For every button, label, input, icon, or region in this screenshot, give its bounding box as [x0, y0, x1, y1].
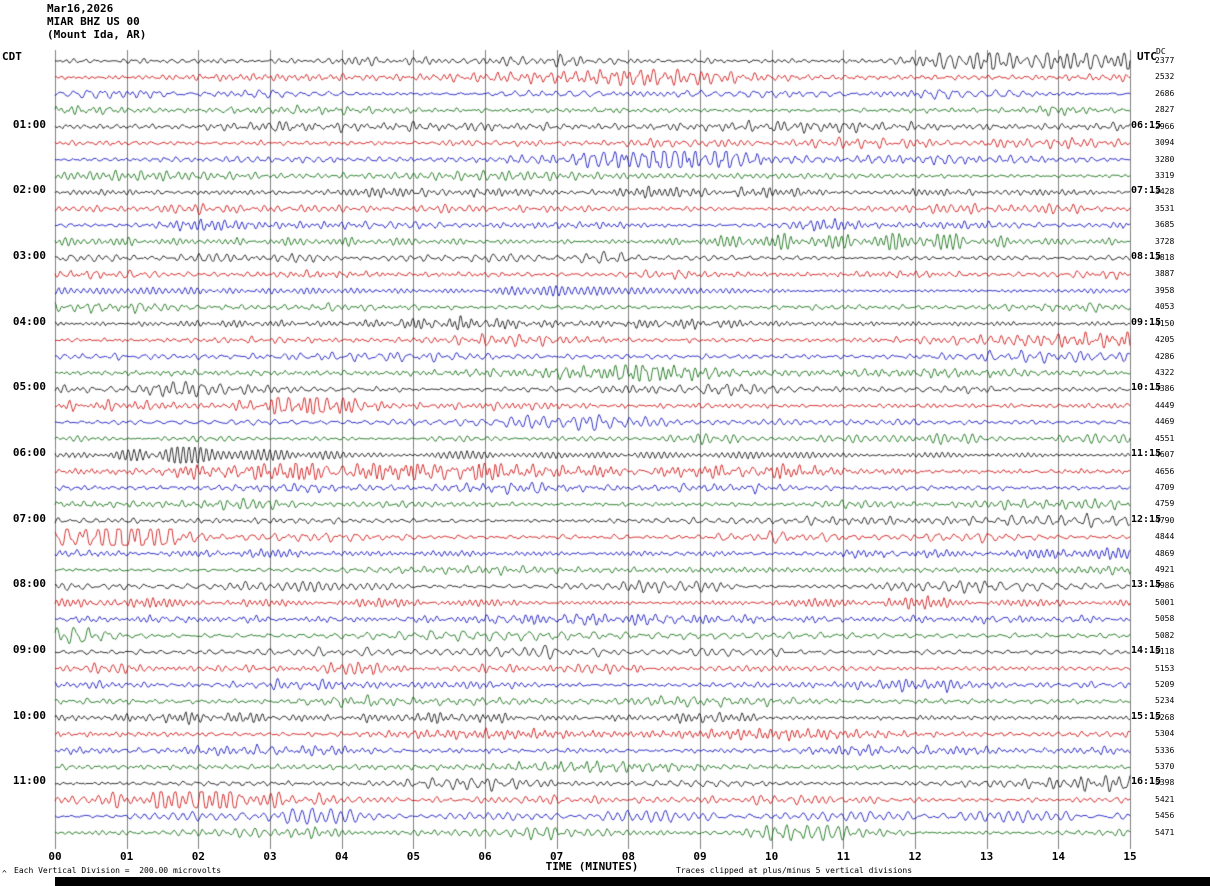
dc-value-label: 5234: [1155, 696, 1175, 706]
dc-value-label: 5082: [1155, 630, 1175, 640]
x-tick-label: 09: [693, 850, 707, 863]
utc-time-label: 10:15: [1131, 382, 1162, 394]
utc-time-label: 11:15: [1131, 448, 1162, 460]
dc-value-label: 5058: [1155, 614, 1175, 624]
x-tick-label: 05: [406, 850, 420, 863]
utc-time-label: 12:15: [1131, 513, 1162, 525]
x-tick-label: 02: [191, 850, 205, 863]
dc-column-header: DC: [1156, 47, 1166, 56]
dc-value-label: 3531: [1155, 203, 1175, 213]
dc-value-label: 4551: [1155, 433, 1175, 443]
utc-time-label: 13:15: [1131, 579, 1162, 591]
x-tick-label: 14: [1051, 850, 1065, 863]
dc-value-label: 3958: [1155, 285, 1175, 295]
x-tick-label: 13: [980, 850, 994, 863]
utc-time-label: 15:15: [1131, 710, 1162, 722]
corner-mark: ^: [2, 869, 7, 878]
dc-value-label: 4607: [1155, 450, 1175, 460]
x-tick-label: 01: [120, 850, 134, 863]
right-timezone-label: UTC: [1137, 50, 1157, 63]
dc-value-label: 2827: [1155, 105, 1175, 115]
dc-value-label: 5153: [1155, 663, 1175, 673]
dc-value-label: 4449: [1155, 400, 1175, 410]
x-tick-label: 06: [478, 850, 492, 863]
dc-value-label: 4053: [1155, 302, 1175, 312]
x-tick-label: 04: [335, 850, 349, 863]
dc-value-label: 4322: [1155, 367, 1175, 377]
x-tick-label: 08: [621, 850, 635, 863]
x-tick-label: 15: [1123, 850, 1137, 863]
hour-label-left: 05:00: [12, 380, 46, 394]
hour-label-left: 04:00: [12, 314, 46, 328]
dc-value-label: 3887: [1155, 269, 1175, 279]
footer-scale-note: Each Vertical Division = 200.00 microvol…: [14, 866, 222, 875]
utc-time-label: 16:15: [1131, 776, 1162, 788]
dc-value-label: 4469: [1155, 417, 1175, 427]
dc-value-label: 5421: [1155, 794, 1175, 804]
dc-value-label: 3094: [1155, 138, 1175, 148]
dc-value-label: 5398: [1155, 778, 1175, 788]
hour-label-left: 07:00: [12, 511, 46, 525]
hour-label-left: 03:00: [12, 249, 46, 263]
x-tick-label: 00: [48, 850, 62, 863]
dc-value-label: 5268: [1155, 712, 1175, 722]
utc-time-label: 07:15: [1131, 185, 1162, 197]
dc-value-label: 5336: [1155, 745, 1175, 755]
dc-value-label: 5370: [1155, 762, 1175, 772]
dc-value-label: 2377: [1155, 56, 1175, 65]
dc-value-label: 2966: [1155, 121, 1175, 131]
left-timezone-label: CDT: [2, 50, 22, 63]
utc-time-label: 09:15: [1131, 316, 1162, 328]
hour-label-left: 09:00: [12, 643, 46, 657]
x-tick-label: 10: [765, 850, 779, 863]
plot-station: MIAR BHZ US 00: [47, 15, 140, 28]
utc-time-label: 14:15: [1131, 645, 1162, 657]
hour-label-left: 01:00: [12, 117, 46, 131]
dc-value-label: 3685: [1155, 220, 1175, 230]
dc-value-label: 4205: [1155, 335, 1175, 345]
dc-value-label: 5471: [1155, 827, 1175, 837]
dc-value-label: 5304: [1155, 729, 1175, 739]
dc-value-label: 4986: [1155, 581, 1175, 591]
dc-value-label: 5209: [1155, 679, 1175, 689]
dc-value-label: 4709: [1155, 482, 1175, 492]
plot-date: Mar16,2026: [47, 2, 114, 15]
dc-value-label: 4286: [1155, 351, 1175, 361]
hour-label-left: 08:00: [12, 577, 46, 591]
x-tick-label: 11: [836, 850, 850, 863]
bottom-bar: [55, 877, 1210, 886]
dc-value-label: 3728: [1155, 236, 1175, 246]
dc-value-label: 2532: [1155, 72, 1175, 82]
dc-value-label: 4656: [1155, 466, 1175, 476]
x-tick-label: 07: [550, 850, 564, 863]
dc-value-label: 3428: [1155, 187, 1175, 197]
dc-value-label: 3818: [1155, 253, 1175, 263]
dc-value-label: 5456: [1155, 811, 1175, 821]
hour-label-left: 10:00: [12, 708, 46, 722]
dc-value-label: 4844: [1155, 532, 1175, 542]
dc-value-label: 4150: [1155, 318, 1175, 328]
hour-label-left: 11:00: [12, 774, 46, 788]
dc-value-label: 5001: [1155, 597, 1175, 607]
footer-clip-note: Traces clipped at plus/minus 5 vertical …: [676, 866, 913, 875]
dc-value-label: 4759: [1155, 499, 1175, 509]
dc-value-label: 3280: [1155, 154, 1175, 164]
utc-time-label: 06:15: [1131, 119, 1162, 131]
dc-value-label: 4869: [1155, 548, 1175, 558]
dc-value-label: 2686: [1155, 88, 1175, 98]
dc-value-label: 4386: [1155, 384, 1175, 394]
x-tick-label: 03: [263, 850, 277, 863]
dc-value-label: 4921: [1155, 565, 1175, 575]
x-axis-title: TIME (MINUTES): [545, 860, 639, 873]
dc-value-label: 4790: [1155, 515, 1175, 525]
utc-time-label: 08:15: [1131, 251, 1162, 263]
dc-value-label: 5118: [1155, 647, 1175, 657]
hour-label-left: 06:00: [12, 446, 46, 460]
hour-label-left: 02:00: [12, 183, 46, 197]
plot-location: (Mount Ida, AR): [47, 28, 147, 41]
dc-value-label: 3319: [1155, 170, 1175, 180]
x-tick-label: 12: [908, 850, 922, 863]
